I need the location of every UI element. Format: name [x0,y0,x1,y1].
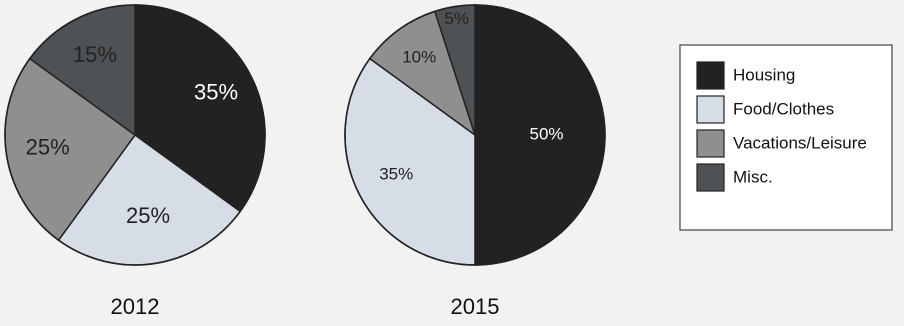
pie-data-label: 50% [529,124,563,143]
legend-label: Housing [733,65,795,84]
legend-swatch [696,61,725,90]
pie-title-2012: 2012 [111,294,160,319]
pie-data-label: 35% [379,165,413,184]
pie-title-2015: 2015 [451,294,500,319]
legend-label: Vacations/Leisure [733,133,867,152]
legend-swatch [696,129,725,158]
pie-data-label: 15% [73,42,117,67]
pie-outline [344,4,606,266]
pie-data-label: 5% [444,9,469,28]
pie-chart-2012: 35% 25% 25% 15% [4,4,266,266]
pie-data-label: 35% [194,79,238,104]
legend-swatch [696,95,725,124]
legend-swatch [696,163,725,192]
legend-label: Misc. [733,167,773,186]
pie-data-label: 25% [26,135,70,160]
pie-chart-2015: 50% 35% 10% 5% [344,4,606,266]
pie-data-label: 10% [402,48,436,67]
pie-data-label: 25% [126,203,170,228]
legend: Housing Food/Clothes Vacations/Leisure Misc… [679,44,893,231]
pie-outline [4,4,266,266]
legend-label: Food/Clothes [733,99,834,118]
